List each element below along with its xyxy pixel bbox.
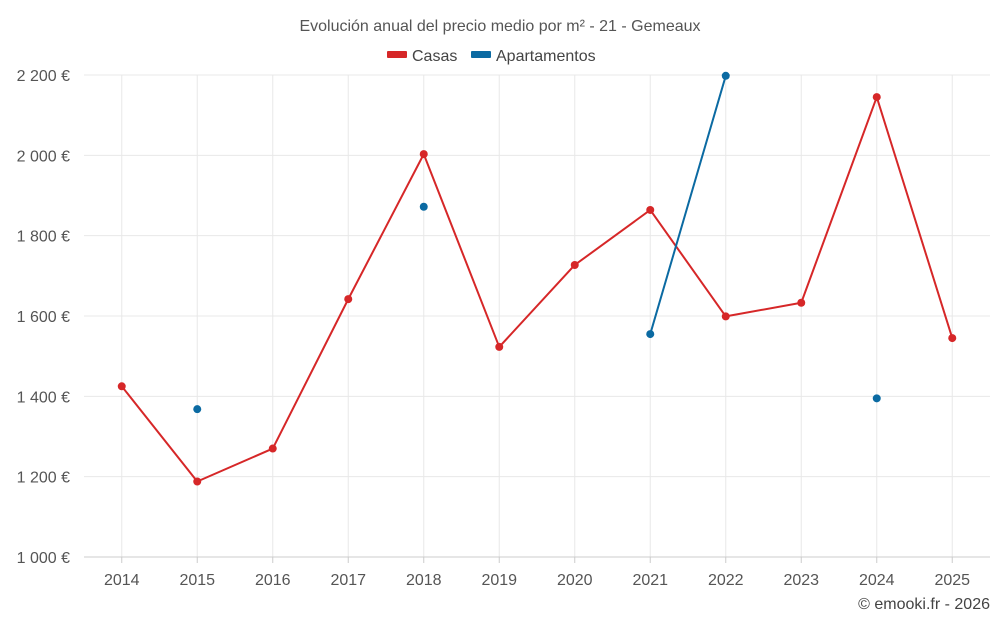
x-tick-label: 2024 xyxy=(859,572,895,589)
y-tick-label: 1 000 € xyxy=(17,550,70,567)
series-segment-casas xyxy=(800,96,878,304)
x-tick-label: 2017 xyxy=(330,572,366,589)
series-segment-casas xyxy=(724,301,803,318)
data-point-casas[interactable] xyxy=(117,382,126,391)
chart-title: Evolución anual del precio medio por m² … xyxy=(299,18,700,35)
x-tick-label: 2016 xyxy=(255,572,291,589)
legend-swatch-casas xyxy=(387,51,407,58)
y-tick-label: 1 400 € xyxy=(17,389,70,406)
series-segment-casas xyxy=(498,263,576,348)
series-segment-casas xyxy=(196,447,274,483)
series-segment-casas xyxy=(120,385,199,483)
legend-swatch-apartamentos xyxy=(471,51,491,58)
legend-item-casas[interactable]: Casas xyxy=(387,48,457,65)
data-point-casas[interactable] xyxy=(872,93,881,102)
x-tick-label: 2014 xyxy=(104,572,140,589)
series-segment-casas xyxy=(573,208,652,266)
series-segment-casas xyxy=(875,96,954,340)
legend: Casas Apartamentos xyxy=(387,48,596,65)
x-tick-label: 2023 xyxy=(783,572,819,589)
data-point-apartamentos[interactable] xyxy=(193,405,202,414)
series-segment-casas xyxy=(649,208,727,318)
x-tick-label: 2022 xyxy=(708,572,744,589)
y-tick-label: 2 200 € xyxy=(17,68,70,85)
data-point-apartamentos[interactable] xyxy=(872,394,881,403)
data-point-casas[interactable] xyxy=(495,342,504,351)
data-point-apartamentos[interactable] xyxy=(419,202,428,211)
series-segment-casas xyxy=(422,153,501,348)
x-tick-label: 2019 xyxy=(481,572,517,589)
y-tick-label: 1 200 € xyxy=(17,470,70,487)
series-segment-apartamentos xyxy=(649,74,727,336)
x-tick-label: 2020 xyxy=(557,572,593,589)
series-segment-casas xyxy=(271,298,350,450)
x-axis-ticks: 2014 2015 2016 2017 2018 2019 2020 2021 2022 2023… xyxy=(104,557,970,589)
grid xyxy=(84,74,990,558)
data-point-casas[interactable] xyxy=(193,477,202,486)
x-tick-label: 2025 xyxy=(934,572,970,589)
legend-item-apartamentos[interactable]: Apartamentos xyxy=(471,48,596,65)
data-point-casas[interactable] xyxy=(797,298,806,307)
data-point-casas[interactable] xyxy=(570,260,579,269)
legend-label-casas: Casas xyxy=(412,48,457,65)
data-point-apartamentos[interactable] xyxy=(646,330,655,339)
series-segment-casas xyxy=(347,153,425,301)
data-point-casas[interactable] xyxy=(721,312,730,321)
y-tick-label: 1 800 € xyxy=(17,229,70,246)
credit: © emooki.fr - 2026 xyxy=(858,596,990,613)
x-tick-label: 2018 xyxy=(406,572,442,589)
y-tick-label: 2 000 € xyxy=(17,148,70,165)
x-tick-label: 2015 xyxy=(179,572,215,589)
data-point-casas[interactable] xyxy=(646,205,655,214)
data-point-casas[interactable] xyxy=(268,444,277,453)
x-tick-label: 2021 xyxy=(632,572,668,589)
y-tick-label: 1 600 € xyxy=(17,309,70,326)
data-point-apartamentos[interactable] xyxy=(721,71,730,80)
data-point-casas[interactable] xyxy=(344,295,353,304)
data-point-casas[interactable] xyxy=(948,334,957,343)
data-point-casas[interactable] xyxy=(419,150,428,159)
series-layer xyxy=(117,71,957,486)
legend-label-apartamentos: Apartamentos xyxy=(496,48,596,65)
y-axis-ticks: 1 000 € 1 200 € 1 400 € 1 600 € 1 800 € 2 000… xyxy=(17,68,70,567)
